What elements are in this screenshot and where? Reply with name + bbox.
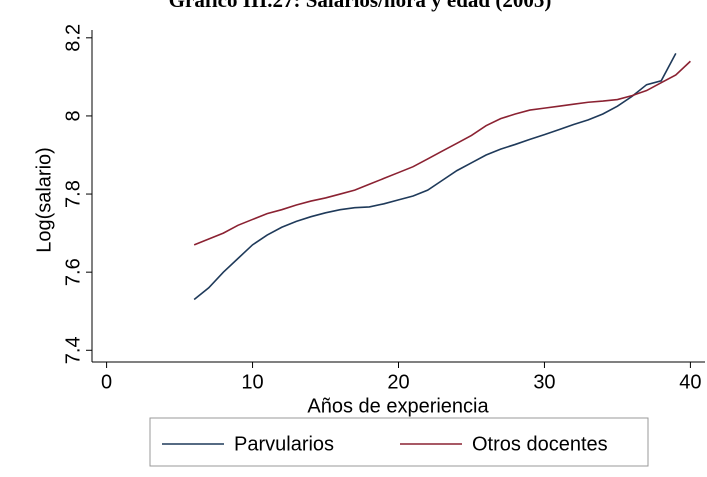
legend-label: Otros docentes: [472, 433, 608, 455]
y-tick-label: 8.2: [62, 24, 84, 52]
y-tick-label: 7.6: [62, 258, 84, 286]
legend-box: [149, 417, 649, 467]
y-axis-title: Log(salario): [33, 147, 55, 253]
x-tick-label: 40: [679, 371, 701, 393]
x-tick-label: 10: [241, 371, 263, 393]
y-tick-label: 7.4: [62, 336, 84, 364]
x-tick-label: 30: [533, 371, 555, 393]
chart-title: Gráfico III.27: Salarios/hora y edad (20…: [169, 0, 552, 12]
x-tick-label: 0: [101, 371, 112, 393]
x-tick-label: 20: [387, 371, 409, 393]
series-line: [193, 60, 691, 246]
series-line: [193, 53, 677, 301]
x-axis-title: Años de experiencia: [307, 395, 489, 417]
y-tick-label: 8: [62, 110, 84, 121]
legend-label: Parvularios: [234, 433, 334, 455]
y-tick-label: 7.8: [62, 180, 84, 208]
